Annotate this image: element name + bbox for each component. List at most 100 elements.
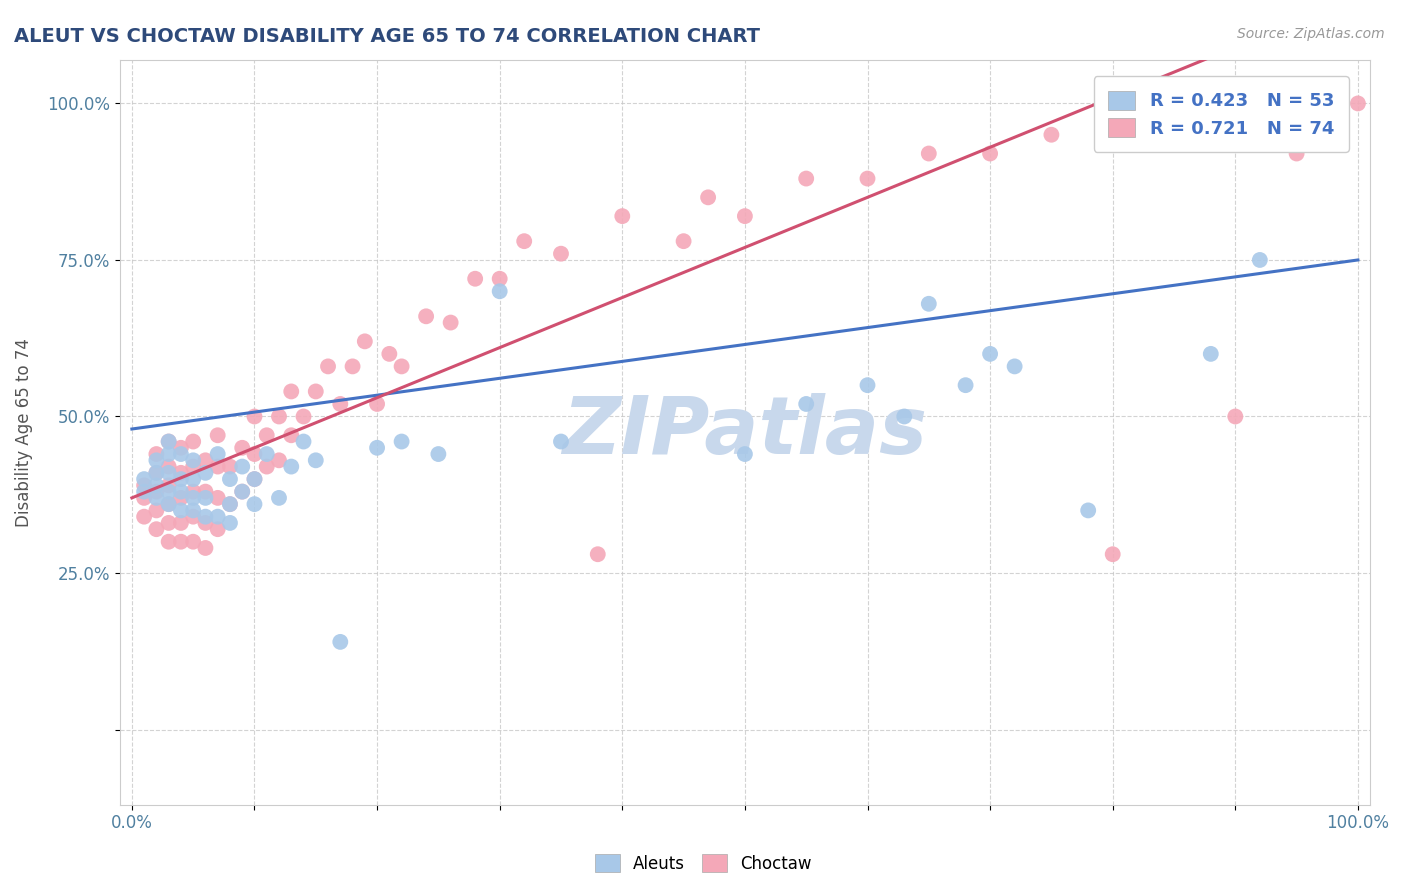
Point — [194, 509, 217, 524]
Y-axis label: Disability Age 65 to 74: Disability Age 65 to 74 — [15, 338, 32, 526]
Point — [145, 491, 167, 505]
Point — [329, 635, 352, 649]
Point — [157, 478, 180, 492]
Point — [1225, 409, 1247, 424]
Point — [157, 447, 180, 461]
Point — [157, 434, 180, 449]
Point — [181, 453, 204, 467]
Point — [1040, 128, 1063, 142]
Point — [219, 516, 242, 530]
Point — [134, 509, 156, 524]
Point — [243, 497, 266, 511]
Point — [440, 316, 463, 330]
Point — [219, 472, 242, 486]
Point — [231, 441, 253, 455]
Point — [243, 472, 266, 486]
Point — [170, 484, 193, 499]
Point — [1347, 96, 1369, 111]
Point — [231, 459, 253, 474]
Point — [145, 466, 167, 480]
Point — [464, 271, 486, 285]
Point — [194, 484, 217, 499]
Point — [391, 434, 413, 449]
Point — [145, 466, 167, 480]
Point — [427, 447, 450, 461]
Point — [181, 484, 204, 499]
Point — [550, 246, 572, 260]
Point — [194, 453, 217, 467]
Point — [181, 459, 204, 474]
Point — [612, 209, 634, 223]
Point — [1004, 359, 1026, 374]
Point — [219, 497, 242, 511]
Point — [145, 453, 167, 467]
Point — [157, 434, 180, 449]
Point — [955, 378, 977, 392]
Text: ZIPatlas: ZIPatlas — [562, 393, 928, 471]
Point — [1199, 347, 1222, 361]
Point — [697, 190, 720, 204]
Point — [170, 472, 193, 486]
Point — [280, 384, 302, 399]
Point — [672, 234, 695, 248]
Point — [366, 441, 388, 455]
Point — [794, 171, 817, 186]
Point — [145, 503, 167, 517]
Point — [170, 466, 193, 480]
Point — [305, 453, 328, 467]
Point — [488, 285, 510, 299]
Point — [157, 497, 180, 511]
Point — [378, 347, 401, 361]
Point — [170, 503, 193, 517]
Point — [181, 503, 204, 517]
Point — [256, 459, 278, 474]
Point — [181, 472, 204, 486]
Point — [586, 547, 609, 561]
Point — [170, 516, 193, 530]
Point — [170, 447, 193, 461]
Point — [292, 434, 315, 449]
Point — [157, 484, 180, 499]
Point — [256, 447, 278, 461]
Point — [231, 484, 253, 499]
Point — [134, 484, 156, 499]
Point — [794, 397, 817, 411]
Point — [353, 334, 375, 349]
Point — [488, 271, 510, 285]
Point — [366, 397, 388, 411]
Text: ALEUT VS CHOCTAW DISABILITY AGE 65 TO 74 CORRELATION CHART: ALEUT VS CHOCTAW DISABILITY AGE 65 TO 74… — [14, 27, 761, 45]
Point — [979, 347, 1001, 361]
Point — [181, 434, 204, 449]
Point — [157, 497, 180, 511]
Point — [734, 447, 756, 461]
Point — [194, 466, 217, 480]
Legend: R = 0.423   N = 53, R = 0.721   N = 74: R = 0.423 N = 53, R = 0.721 N = 74 — [1094, 76, 1348, 152]
Text: Source: ZipAtlas.com: Source: ZipAtlas.com — [1237, 27, 1385, 41]
Point — [280, 459, 302, 474]
Point — [207, 447, 229, 461]
Point — [134, 491, 156, 505]
Point — [316, 359, 339, 374]
Point — [1285, 146, 1308, 161]
Point — [157, 466, 180, 480]
Point — [134, 478, 156, 492]
Point — [170, 534, 193, 549]
Point — [267, 491, 290, 505]
Point — [181, 509, 204, 524]
Point — [145, 447, 167, 461]
Point — [1249, 252, 1271, 267]
Point — [207, 491, 229, 505]
Point — [194, 541, 217, 555]
Point — [170, 491, 193, 505]
Point — [342, 359, 364, 374]
Point — [194, 491, 217, 505]
Point — [157, 534, 180, 549]
Point — [207, 522, 229, 536]
Point — [243, 472, 266, 486]
Point — [1077, 503, 1099, 517]
Point — [207, 428, 229, 442]
Point — [267, 409, 290, 424]
Point — [145, 484, 167, 499]
Point — [181, 534, 204, 549]
Point — [157, 516, 180, 530]
